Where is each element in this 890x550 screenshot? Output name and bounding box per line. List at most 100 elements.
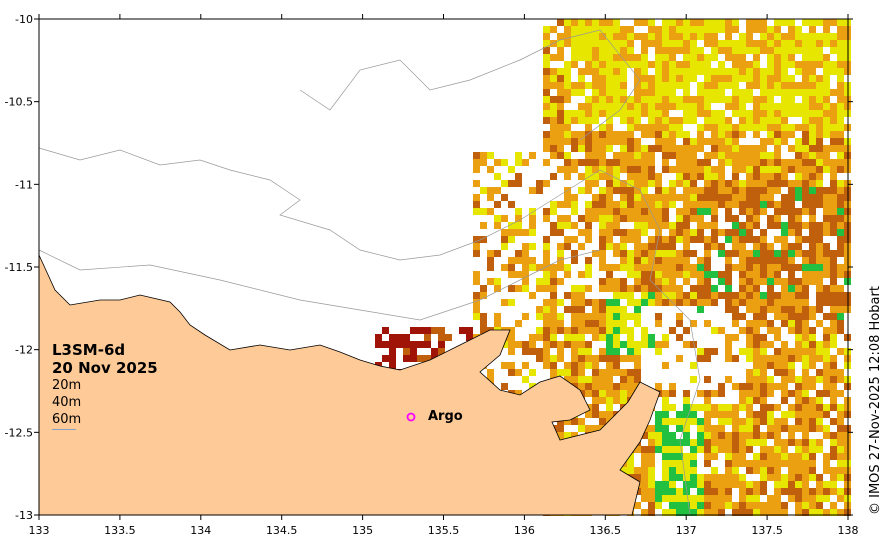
data-pixel	[578, 75, 585, 82]
data-pixel	[816, 306, 823, 313]
data-pixel	[767, 432, 774, 439]
data-pixel	[634, 145, 641, 152]
data-pixel	[795, 110, 802, 117]
data-pixel	[606, 124, 613, 131]
data-pixel	[627, 117, 634, 124]
data-pixel	[760, 355, 767, 362]
data-pixel	[760, 47, 767, 54]
data-pixel	[816, 481, 823, 488]
data-pixel	[718, 117, 725, 124]
data-pixel	[795, 264, 802, 271]
data-pixel	[641, 110, 648, 117]
data-pixel	[690, 180, 697, 187]
data-pixel	[760, 446, 767, 453]
data-pixel	[732, 292, 739, 299]
data-pixel	[648, 173, 655, 180]
data-pixel	[669, 75, 676, 82]
data-pixel	[599, 138, 606, 145]
data-pixel	[571, 208, 578, 215]
data-pixel	[543, 180, 550, 187]
data-pixel	[823, 82, 830, 89]
data-pixel	[606, 40, 613, 47]
data-pixel	[543, 82, 550, 89]
data-pixel	[697, 110, 704, 117]
data-pixel	[543, 327, 550, 334]
data-pixel	[704, 292, 711, 299]
data-pixel	[599, 19, 606, 26]
data-pixel	[760, 502, 767, 509]
data-pixel	[403, 348, 410, 355]
data-pixel	[599, 124, 606, 131]
data-pixel	[676, 131, 683, 138]
data-pixel	[557, 33, 564, 40]
data-pixel	[704, 250, 711, 257]
data-pixel	[732, 460, 739, 467]
data-pixel	[599, 145, 606, 152]
data-pixel	[634, 103, 641, 110]
data-pixel	[627, 152, 634, 159]
data-pixel	[760, 75, 767, 82]
data-pixel	[767, 89, 774, 96]
data-pixel	[641, 89, 648, 96]
data-pixel	[830, 341, 837, 348]
data-pixel	[725, 432, 732, 439]
product-date: 20 Nov 2025	[52, 359, 158, 377]
data-pixel	[788, 488, 795, 495]
data-pixel	[676, 453, 683, 460]
data-pixel	[676, 47, 683, 54]
data-pixel	[669, 432, 676, 439]
data-pixel	[683, 292, 690, 299]
data-pixel	[823, 453, 830, 460]
data-pixel	[767, 152, 774, 159]
data-pixel	[592, 47, 599, 54]
data-pixel	[704, 481, 711, 488]
data-pixel	[816, 404, 823, 411]
data-pixel	[746, 40, 753, 47]
data-pixel	[536, 327, 543, 334]
argo-float-marker[interactable]	[406, 412, 416, 422]
data-pixel	[592, 355, 599, 362]
data-pixel	[697, 474, 704, 481]
data-pixel	[725, 257, 732, 264]
data-pixel	[732, 89, 739, 96]
data-pixel	[571, 82, 578, 89]
data-pixel	[564, 96, 571, 103]
data-pixel	[830, 138, 837, 145]
data-pixel	[592, 390, 599, 397]
data-pixel	[599, 397, 606, 404]
data-pixel	[529, 152, 536, 159]
data-pixel	[634, 124, 641, 131]
data-pixel	[571, 117, 578, 124]
data-pixel	[753, 341, 760, 348]
data-pixel	[739, 488, 746, 495]
data-pixel	[494, 201, 501, 208]
data-pixel	[830, 299, 837, 306]
data-pixel	[620, 138, 627, 145]
data-pixel	[711, 194, 718, 201]
data-pixel	[809, 68, 816, 75]
data-pixel	[599, 411, 606, 418]
data-pixel	[830, 306, 837, 313]
data-pixel	[823, 348, 830, 355]
data-pixel	[809, 33, 816, 40]
data-pixel	[578, 26, 585, 33]
data-pixel	[802, 453, 809, 460]
data-pixel	[634, 33, 641, 40]
data-pixel	[809, 313, 816, 320]
data-pixel	[669, 292, 676, 299]
data-pixel	[816, 166, 823, 173]
data-pixel	[732, 47, 739, 54]
data-pixel	[564, 341, 571, 348]
data-pixel	[585, 166, 592, 173]
data-pixel	[774, 33, 781, 40]
data-pixel	[585, 222, 592, 229]
data-pixel	[641, 82, 648, 89]
data-pixel	[732, 299, 739, 306]
data-pixel	[781, 229, 788, 236]
data-pixel	[620, 54, 627, 61]
data-pixel	[774, 327, 781, 334]
data-pixel	[788, 271, 795, 278]
data-pixel	[781, 33, 788, 40]
chlorophyll-data-layer	[375, 19, 851, 516]
data-pixel	[809, 334, 816, 341]
